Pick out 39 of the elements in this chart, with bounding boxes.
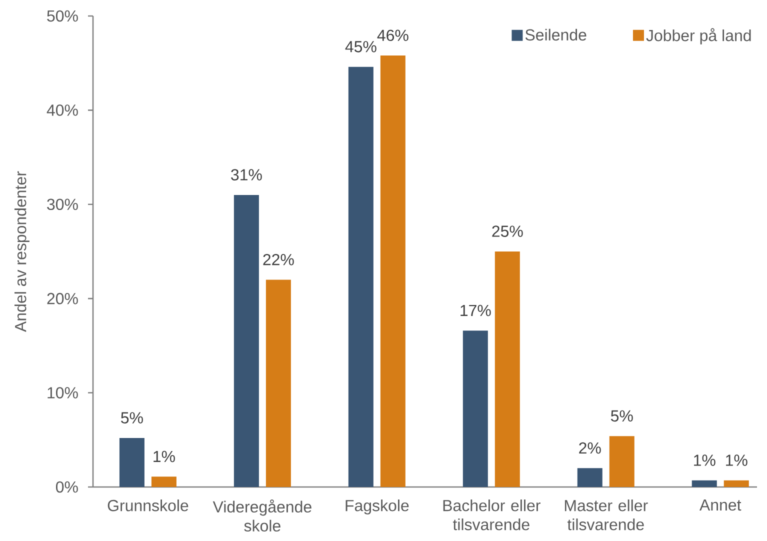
y-tick-label: 40% bbox=[46, 104, 78, 116]
bar bbox=[380, 56, 406, 487]
bar bbox=[462, 330, 488, 487]
bar bbox=[151, 476, 176, 487]
bar bbox=[494, 251, 520, 487]
data-label: 5% bbox=[121, 412, 143, 424]
x-tick-label: Grunnskole bbox=[108, 500, 188, 512]
x-tick-label: Annet bbox=[699, 499, 742, 511]
data-label: 1% bbox=[726, 454, 748, 466]
bar bbox=[577, 468, 602, 487]
bar bbox=[609, 436, 634, 487]
data-label: 5% bbox=[610, 410, 633, 422]
data-label: 22% bbox=[263, 254, 294, 266]
y-tick-label: 50% bbox=[47, 10, 78, 22]
bar bbox=[348, 66, 374, 487]
data-label: 31% bbox=[231, 169, 262, 180]
data-label: 45% bbox=[345, 41, 376, 52]
bar bbox=[266, 280, 291, 487]
data-label: 1% bbox=[694, 454, 716, 466]
bar bbox=[119, 438, 144, 487]
x-tick-label: Fagskole bbox=[346, 500, 409, 514]
data-label: 2% bbox=[579, 442, 601, 454]
y-tick-label: 0% bbox=[56, 481, 78, 493]
data-label: 1% bbox=[154, 450, 175, 462]
x-tick-label: Master eller tilsvarende bbox=[564, 500, 648, 530]
legend-label: Seilende bbox=[525, 28, 586, 41]
legend-label: Jobber på land bbox=[646, 28, 751, 44]
x-tick-label: Bachelor eller tilsvarende bbox=[443, 500, 540, 530]
y-tick-label: 10% bbox=[48, 387, 78, 398]
data-label: 46% bbox=[377, 30, 408, 42]
data-label: 25% bbox=[492, 226, 523, 237]
y-axis-title: Andel av respondenter bbox=[14, 171, 30, 332]
bar bbox=[724, 480, 749, 487]
data-label: 17% bbox=[460, 304, 491, 316]
y-tick-label: 20% bbox=[47, 292, 78, 304]
y-tick-label: 30% bbox=[47, 198, 78, 210]
bar bbox=[692, 480, 717, 487]
x-tick-label: Videregående skole bbox=[212, 499, 312, 532]
bar bbox=[234, 194, 259, 487]
